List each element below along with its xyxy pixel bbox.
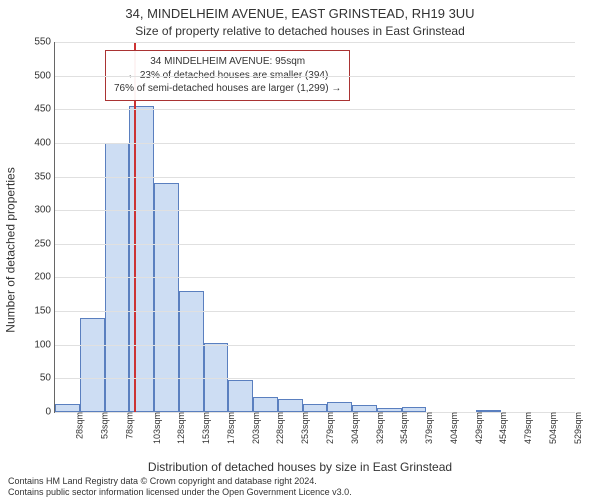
- chart-container: 34, MINDELHEIM AVENUE, EAST GRINSTEAD, R…: [0, 0, 600, 500]
- x-axis-label: Distribution of detached houses by size …: [0, 460, 600, 474]
- y-tick-label: 500: [19, 70, 51, 81]
- chart-title-line1: 34, MINDELHEIM AVENUE, EAST GRINSTEAD, R…: [0, 6, 600, 21]
- gridline: [55, 177, 575, 178]
- y-tick-label: 250: [19, 238, 51, 249]
- x-tick-label: 479sqm: [523, 412, 533, 444]
- bar: [278, 399, 303, 412]
- callout-line1: 34 MINDELHEIM AVENUE: 95sqm: [114, 55, 341, 69]
- attribution: Contains HM Land Registry data © Crown c…: [8, 476, 352, 498]
- x-tick-label: 379sqm: [424, 412, 434, 444]
- x-tick-label: 53sqm: [100, 412, 110, 439]
- plot-area: 34 MINDELHEIM AVENUE: 95sqm ← 23% of det…: [54, 42, 575, 413]
- y-tick-label: 100: [19, 339, 51, 350]
- x-tick-label: 304sqm: [350, 412, 360, 444]
- y-tick-label: 400: [19, 137, 51, 148]
- x-tick-label: 203sqm: [251, 412, 261, 444]
- callout-line3: 76% of semi-detached houses are larger (…: [114, 82, 341, 96]
- chart-title-line2: Size of property relative to detached ho…: [0, 24, 600, 38]
- bar: [352, 405, 377, 412]
- y-tick-label: 300: [19, 205, 51, 216]
- bar: [55, 404, 80, 412]
- x-tick-label: 354sqm: [399, 412, 409, 444]
- x-tick-label: 28sqm: [75, 412, 85, 439]
- bar: [253, 397, 278, 412]
- y-tick-label: 0: [19, 407, 51, 418]
- y-tick-label: 200: [19, 272, 51, 283]
- x-tick-label: 404sqm: [449, 412, 459, 444]
- y-tick-label: 450: [19, 104, 51, 115]
- gridline: [55, 311, 575, 312]
- gridline: [55, 143, 575, 144]
- y-tick-label: 550: [19, 37, 51, 48]
- bar: [80, 318, 105, 412]
- y-tick-label: 50: [19, 373, 51, 384]
- gridline: [55, 345, 575, 346]
- x-tick-label: 279sqm: [325, 412, 335, 444]
- y-tick-label: 150: [19, 306, 51, 317]
- gridline: [55, 378, 575, 379]
- x-tick-label: 178sqm: [226, 412, 236, 444]
- x-tick-label: 253sqm: [300, 412, 310, 444]
- gridline: [55, 244, 575, 245]
- y-tick-label: 350: [19, 171, 51, 182]
- gridline: [55, 277, 575, 278]
- x-tick-label: 103sqm: [152, 412, 162, 444]
- bar: [179, 291, 204, 412]
- x-tick-label: 153sqm: [201, 412, 211, 444]
- x-tick-label: 529sqm: [573, 412, 583, 444]
- x-tick-label: 128sqm: [176, 412, 186, 444]
- x-tick-label: 454sqm: [498, 412, 508, 444]
- x-tick-label: 228sqm: [275, 412, 285, 444]
- attribution-line1: Contains HM Land Registry data © Crown c…: [8, 476, 352, 487]
- gridline: [55, 76, 575, 77]
- x-tick-label: 329sqm: [375, 412, 385, 444]
- bar: [303, 404, 328, 412]
- x-tick-label: 504sqm: [548, 412, 558, 444]
- gridline: [55, 42, 575, 43]
- bar: [228, 380, 253, 412]
- gridline: [55, 210, 575, 211]
- attribution-line2: Contains public sector information licen…: [8, 487, 352, 498]
- gridline: [55, 109, 575, 110]
- x-tick-label: 78sqm: [124, 412, 134, 439]
- bar: [327, 402, 352, 412]
- y-axis-label: Number of detached properties: [4, 0, 18, 500]
- x-tick-label: 429sqm: [474, 412, 484, 444]
